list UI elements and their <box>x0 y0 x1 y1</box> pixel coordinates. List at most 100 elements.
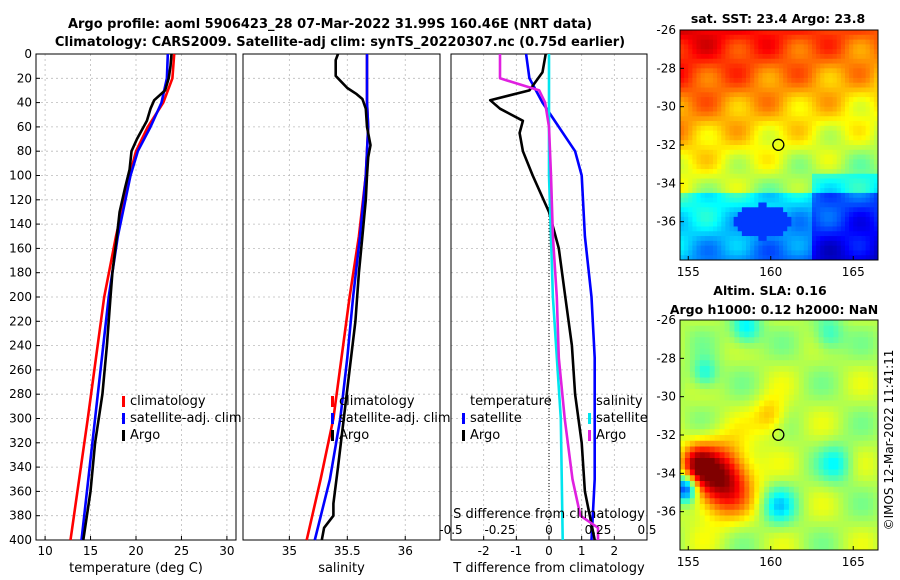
map-cell <box>799 116 805 122</box>
map-cell <box>803 458 810 465</box>
map-cell <box>684 515 691 522</box>
map-cell <box>828 481 834 488</box>
map-cell <box>793 406 800 413</box>
map-cell <box>737 53 743 60</box>
map-cell <box>717 145 722 151</box>
map-cell <box>708 226 714 232</box>
map-cell <box>857 188 862 194</box>
map-cell <box>737 97 743 103</box>
map-cell <box>704 82 710 88</box>
map-cell <box>721 154 726 160</box>
map-cell <box>719 412 725 419</box>
map-cell <box>750 87 755 93</box>
map-cell <box>828 125 834 132</box>
map-cell <box>729 236 735 242</box>
map-cell <box>838 527 844 534</box>
map-cell <box>704 429 711 436</box>
map-cell <box>680 44 685 50</box>
map-cell <box>783 532 790 539</box>
map-cell <box>858 412 864 419</box>
map-cell <box>833 452 839 459</box>
map-cell <box>791 231 796 237</box>
map-cell <box>729 68 735 74</box>
map-cell <box>769 354 775 361</box>
map-cell <box>749 544 755 551</box>
map-cell <box>818 504 824 511</box>
map-cell <box>744 458 750 465</box>
map-cell <box>803 521 810 528</box>
map-cell <box>868 452 874 459</box>
map-cell <box>808 325 815 332</box>
s-tick-label: -0.5 <box>439 523 462 537</box>
map-cell <box>828 140 834 146</box>
map-cell <box>849 63 854 69</box>
map-cell <box>764 521 770 528</box>
map-cell <box>865 121 871 127</box>
map-cell <box>769 515 775 522</box>
map-cell <box>725 212 730 218</box>
map-cell <box>766 164 772 170</box>
map-cell <box>868 377 874 384</box>
map-cell <box>803 197 809 203</box>
map-cell <box>858 360 864 367</box>
map-cell <box>754 121 759 127</box>
map-cell <box>688 178 693 184</box>
map-cell <box>813 412 819 419</box>
map-cell <box>708 240 714 247</box>
map-cell <box>838 394 844 401</box>
map-cell <box>741 236 747 242</box>
map-cell <box>838 354 844 361</box>
map-cell <box>750 97 755 103</box>
map-cell <box>729 245 735 251</box>
map-cell <box>729 159 735 165</box>
map-cell <box>812 92 817 98</box>
map-cell <box>828 389 834 396</box>
map-cell <box>807 221 813 227</box>
map-cell <box>840 164 846 170</box>
map-cell <box>688 73 693 79</box>
map-cell <box>824 87 829 93</box>
map-cell <box>793 400 800 407</box>
map-cell <box>828 178 834 184</box>
map-cell <box>774 226 780 232</box>
map-cell <box>843 366 849 373</box>
map-cell <box>779 366 785 373</box>
map-cell <box>783 337 790 344</box>
map-cell <box>762 58 768 64</box>
map-cell <box>833 417 839 424</box>
map-cell <box>787 145 792 151</box>
map-cell <box>684 30 689 36</box>
map-cell <box>836 192 842 199</box>
map-cell <box>845 145 850 151</box>
map-cell <box>783 446 790 453</box>
map-cell <box>739 446 745 453</box>
map-cell <box>746 231 751 237</box>
map-cell <box>739 377 745 384</box>
map-cell <box>838 429 844 436</box>
map-cell <box>749 458 755 465</box>
map-cell <box>803 412 810 419</box>
map-cell <box>774 481 780 488</box>
map-cell <box>746 30 751 36</box>
map-cell <box>845 173 850 179</box>
map-cell <box>734 486 740 493</box>
map-cell <box>869 135 875 141</box>
map-cell <box>816 106 821 112</box>
map-cell <box>714 486 720 493</box>
map-cell <box>838 389 844 396</box>
map-cell <box>783 68 788 74</box>
map-cell <box>774 527 780 534</box>
map-cell <box>869 130 875 136</box>
map-cell <box>769 435 775 442</box>
map-cell <box>861 197 867 203</box>
map-cell <box>858 521 864 528</box>
map-cell <box>704 498 711 505</box>
map-cell <box>828 164 834 170</box>
map-cell <box>824 140 829 146</box>
map-cell <box>744 475 750 482</box>
map-cell <box>849 245 854 251</box>
map-cell <box>692 63 697 69</box>
map-cell <box>696 92 702 98</box>
map-cell <box>709 366 716 373</box>
map-cell <box>795 34 801 40</box>
